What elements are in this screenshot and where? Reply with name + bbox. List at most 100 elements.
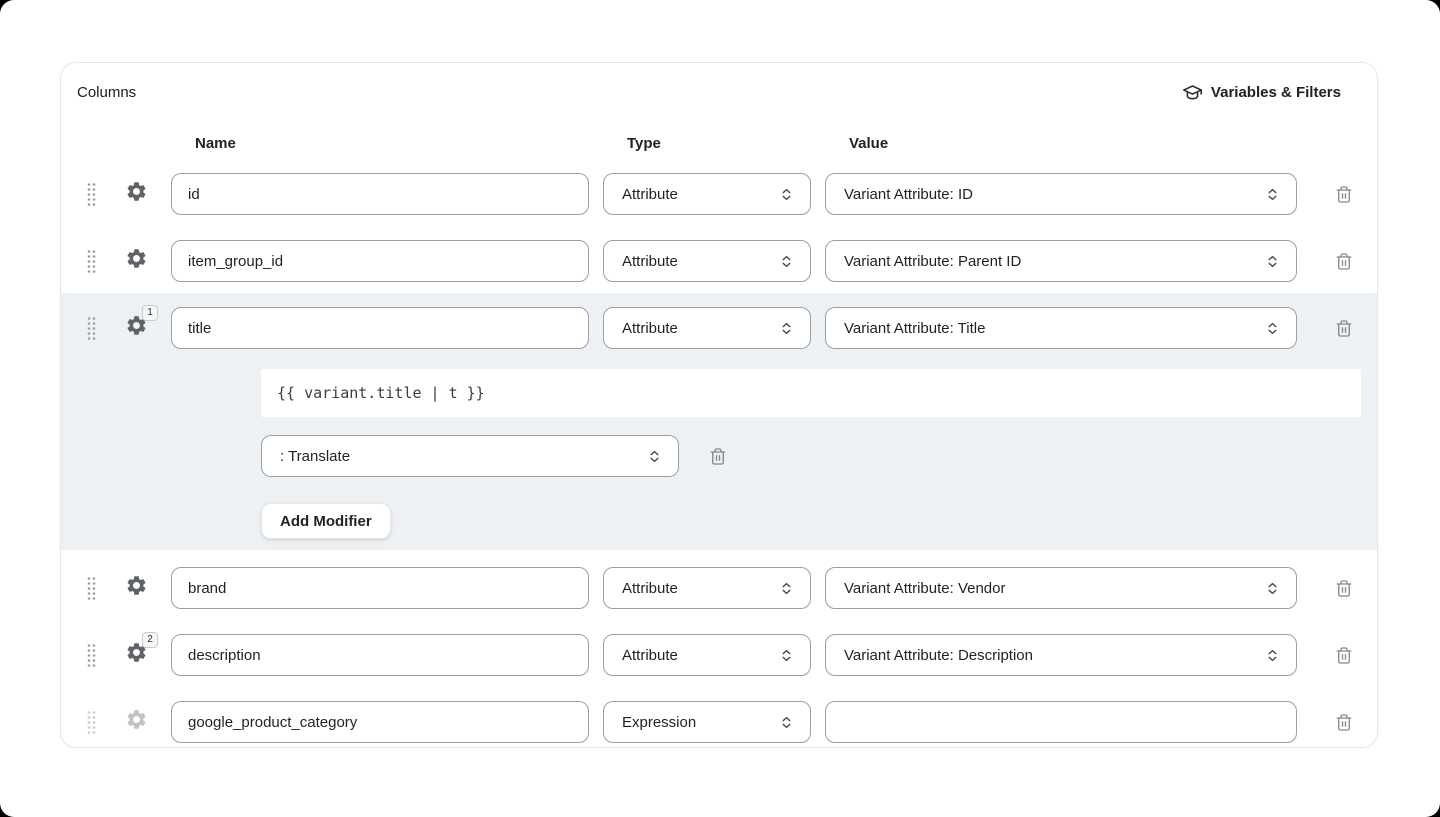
gear-icon — [125, 314, 148, 342]
column-value-input[interactable] — [825, 701, 1297, 743]
column-value-select[interactable]: Variant Attribute: Vendor — [825, 567, 1297, 609]
header-type: Type — [627, 135, 661, 152]
column-name-input[interactable] — [171, 307, 589, 349]
column-type-value: Attribute — [622, 185, 678, 203]
add-modifier-button[interactable]: Add Modifier — [261, 503, 391, 539]
delete-column-button[interactable] — [1335, 579, 1353, 598]
column-settings-button[interactable] — [123, 574, 149, 602]
panel-header: Columns Variables & Filters — [61, 63, 1377, 103]
trash-icon — [1336, 185, 1352, 203]
drag-handle-icon[interactable] — [86, 709, 98, 736]
column-row-main: Attribute Variant Attribute: Vendor — [61, 567, 1377, 609]
gear-icon — [125, 574, 148, 602]
drag-handle-icon[interactable] — [86, 315, 98, 342]
chevron-up-down-icon — [782, 582, 791, 594]
column-settings-button[interactable] — [123, 180, 149, 208]
gear-icon — [125, 708, 148, 736]
column-value-text: Variant Attribute: Title — [844, 319, 986, 337]
column-type-select[interactable]: Attribute — [603, 307, 811, 349]
column-row: Attribute Variant Attribute: ID — [61, 173, 1377, 215]
drag-handle-icon[interactable] — [86, 642, 98, 669]
delete-column-button[interactable] — [1335, 646, 1353, 665]
column-headers: Name Type Value — [61, 135, 1377, 152]
column-type-value: Attribute — [622, 646, 678, 664]
header-value: Value — [849, 135, 889, 152]
drag-handle-icon[interactable] — [86, 181, 98, 208]
column-row-main: 1 Attribute Variant Attribute: Title — [61, 305, 1377, 349]
column-type-value: Attribute — [622, 319, 678, 337]
panel-title: Columns — [77, 84, 137, 101]
chevron-up-down-icon — [782, 649, 791, 661]
modifier-count-badge: 1 — [142, 305, 158, 321]
delete-column-button[interactable] — [1335, 185, 1353, 204]
column-row: 2 Attribute Variant Attribute: Descripti… — [61, 632, 1377, 676]
variables-filters-button[interactable]: Variables & Filters — [1182, 82, 1341, 103]
modifier-row: : Translate — [261, 435, 1377, 477]
chevron-up-down-icon — [650, 450, 659, 462]
header-name: Name — [195, 135, 236, 152]
rows-container: Attribute Variant Attribute: ID — [61, 173, 1377, 743]
trash-icon — [1336, 579, 1352, 597]
delete-modifier-button[interactable] — [709, 447, 727, 466]
expression-input[interactable] — [261, 369, 1361, 417]
columns-panel: Columns Variables & Filters Name Type Va… — [60, 62, 1378, 748]
column-value-text: Variant Attribute: Parent ID — [844, 252, 1022, 270]
chevron-up-down-icon — [782, 716, 791, 728]
modifier-count-badge: 2 — [142, 632, 158, 648]
column-type-select[interactable]: Expression — [603, 701, 811, 743]
chevron-up-down-icon — [1268, 649, 1277, 661]
column-settings-button[interactable] — [123, 708, 149, 736]
delete-column-button[interactable] — [1335, 713, 1353, 732]
modifier-value: : Translate — [280, 447, 351, 465]
column-value-text: Variant Attribute: Description — [844, 646, 1033, 664]
variables-filters-label: Variables & Filters — [1210, 84, 1341, 101]
chevron-up-down-icon — [1268, 322, 1277, 334]
column-row: Expression — [61, 701, 1377, 743]
column-type-value: Attribute — [622, 579, 678, 597]
column-value-select[interactable]: Variant Attribute: Title — [825, 307, 1297, 349]
column-type-select[interactable]: Attribute — [603, 240, 811, 282]
chevron-up-down-icon — [782, 255, 791, 267]
column-value-select[interactable]: Variant Attribute: ID — [825, 173, 1297, 215]
delete-column-button[interactable] — [1335, 252, 1353, 271]
delete-column-button[interactable] — [1335, 319, 1353, 338]
column-settings-button[interactable]: 1 — [123, 305, 158, 342]
column-type-select[interactable]: Attribute — [603, 173, 811, 215]
column-name-input[interactable] — [171, 701, 589, 743]
column-value-select[interactable]: Variant Attribute: Description — [825, 634, 1297, 676]
column-value-text: Variant Attribute: ID — [844, 185, 973, 203]
column-name-input[interactable] — [171, 173, 589, 215]
drag-handle-icon[interactable] — [86, 248, 98, 275]
column-settings-button[interactable]: 2 — [123, 632, 158, 669]
column-value-select[interactable]: Variant Attribute: Parent ID — [825, 240, 1297, 282]
column-name-input[interactable] — [171, 634, 589, 676]
trash-icon — [1336, 713, 1352, 731]
column-type-value: Attribute — [622, 252, 678, 270]
drag-handle-icon[interactable] — [86, 575, 98, 602]
column-type-select[interactable]: Attribute — [603, 634, 811, 676]
column-row-main: Expression — [61, 701, 1377, 743]
column-name-input[interactable] — [171, 240, 589, 282]
column-settings-button[interactable] — [123, 247, 149, 275]
column-row: 1 Attribute Variant Attribute: Title — [61, 293, 1377, 550]
gear-icon — [125, 247, 148, 275]
chevron-up-down-icon — [782, 322, 791, 334]
column-row-main: Attribute Variant Attribute: Parent ID — [61, 240, 1377, 282]
column-row: Attribute Variant Attribute: Parent ID — [61, 240, 1377, 282]
column-name-input[interactable] — [171, 567, 589, 609]
chevron-up-down-icon — [782, 188, 791, 200]
column-type-value: Expression — [622, 713, 697, 731]
chevron-up-down-icon — [1268, 188, 1277, 200]
trash-icon — [710, 447, 726, 465]
graduation-cap-icon — [1182, 82, 1203, 103]
column-row: Attribute Variant Attribute: Vendor — [61, 567, 1377, 609]
chevron-up-down-icon — [1268, 255, 1277, 267]
trash-icon — [1336, 252, 1352, 270]
modifier-select[interactable]: : Translate — [261, 435, 679, 477]
gear-icon — [125, 641, 148, 669]
column-row-main: 2 Attribute Variant Attribute: Descripti… — [61, 632, 1377, 676]
gear-icon — [125, 180, 148, 208]
trash-icon — [1336, 319, 1352, 337]
column-type-select[interactable]: Attribute — [603, 567, 811, 609]
